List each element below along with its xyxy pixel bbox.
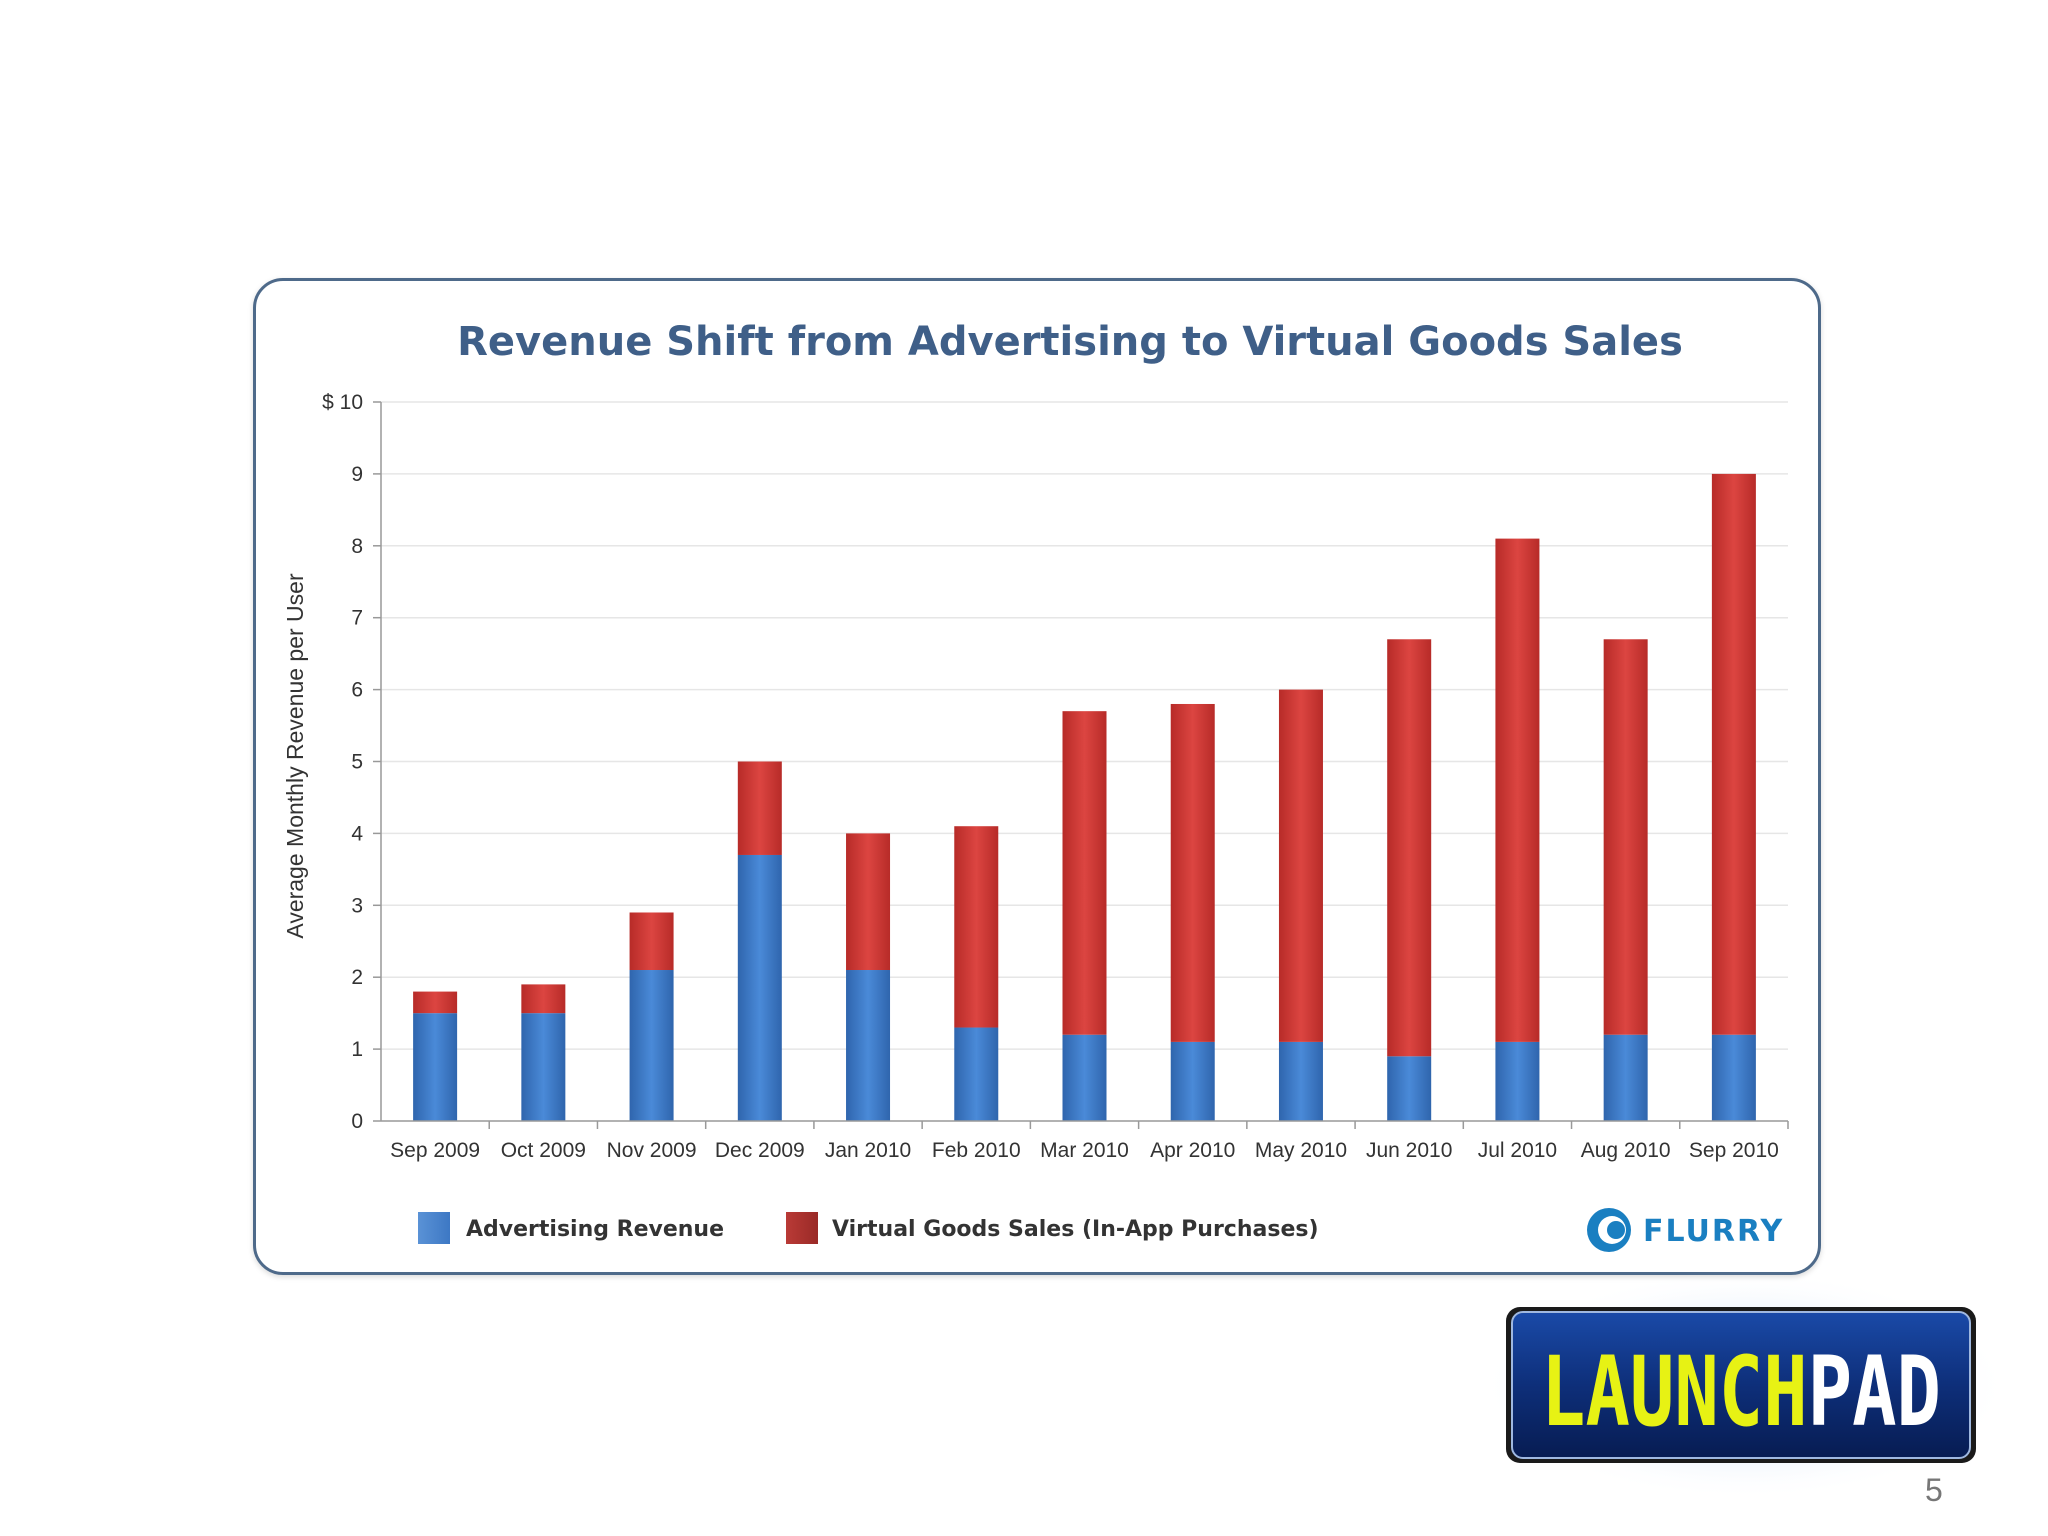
bar-virtual-goods-9 <box>1387 639 1432 1057</box>
launchpad-logo: LAUNCHPAD <box>1480 1270 2010 1500</box>
bar-virtual-goods-4 <box>846 833 891 971</box>
x-tick-label: Aug 2010 <box>1581 1139 1671 1162</box>
bar-virtual-goods-5 <box>954 826 999 1028</box>
chart-frame <box>253 278 1821 1275</box>
x-tick-label: Sep 2010 <box>1689 1139 1779 1162</box>
bar-advertising-8 <box>1278 1041 1323 1121</box>
bar-advertising-1 <box>521 1013 566 1121</box>
y-tick-label: 8 <box>351 535 363 558</box>
y-tick-label: 1 <box>351 1038 363 1061</box>
bar-advertising-7 <box>1170 1041 1215 1121</box>
bar-virtual-goods-7 <box>1170 703 1215 1042</box>
bar-advertising-11 <box>1603 1034 1648 1121</box>
bar-virtual-goods-8 <box>1278 689 1323 1042</box>
bar-advertising-12 <box>1711 1034 1756 1121</box>
flurry-logo-text: FLURRY <box>1643 1214 1784 1249</box>
y-axis-label: Average Monthly Revenue per User <box>282 573 308 939</box>
x-tick-label: Mar 2010 <box>1040 1139 1129 1162</box>
legend-label-advertising: Advertising Revenue <box>466 1217 724 1242</box>
bar-virtual-goods-0 <box>413 991 458 1014</box>
bar-advertising-2 <box>629 970 674 1121</box>
y-tick-label: 3 <box>351 894 363 917</box>
flurry-logo: FLURRY <box>1587 1208 1784 1252</box>
bar-virtual-goods-2 <box>629 912 674 971</box>
y-axis-ticks: 0 1 2 3 4 5 6 7 8 9 $ 10 <box>322 391 381 1133</box>
legend-swatch-advertising <box>418 1212 450 1244</box>
x-tick-label: Apr 2010 <box>1150 1139 1235 1162</box>
bar-advertising-9 <box>1387 1056 1432 1121</box>
x-tick-label: Jan 2010 <box>825 1139 911 1162</box>
bar-virtual-goods-11 <box>1603 639 1648 1035</box>
x-tick-label: May 2010 <box>1255 1139 1347 1162</box>
bar-virtual-goods-6 <box>1062 711 1107 1035</box>
y-tick-label: 2 <box>351 966 363 989</box>
bar-advertising-0 <box>413 1013 458 1121</box>
bars <box>413 473 1756 1121</box>
launchpad-logo-text: LAUNCHPAD <box>1541 1336 1941 1448</box>
bar-virtual-goods-12 <box>1711 473 1756 1035</box>
gridlines <box>381 401 1788 1050</box>
bar-advertising-10 <box>1495 1041 1540 1121</box>
y-tick-label: 5 <box>351 751 363 774</box>
x-axis-ticks: Sep 2009 Oct 2009 Nov 2009 Dec 2009 Jan 2010… <box>390 1121 1789 1162</box>
chart-title: Revenue Shift from Advertising to Virtua… <box>457 319 1683 365</box>
x-tick-label: Sep 2009 <box>390 1139 480 1162</box>
bar-advertising-4 <box>846 970 891 1121</box>
y-tick-label: 6 <box>351 679 363 702</box>
bar-advertising-6 <box>1062 1034 1107 1121</box>
y-tick-label: 7 <box>351 607 363 630</box>
legend-label-virtual-goods: Virtual Goods Sales (In-App Purchases) <box>832 1217 1319 1242</box>
bar-virtual-goods-3 <box>737 761 782 855</box>
x-tick-label: Feb 2010 <box>932 1139 1021 1162</box>
y-tick-label: 0 <box>351 1110 363 1133</box>
y-tick-label: 9 <box>351 463 363 486</box>
axes <box>380 402 1788 1122</box>
bar-virtual-goods-10 <box>1495 538 1540 1042</box>
page-number: 5 <box>1925 1472 1943 1508</box>
x-tick-label: Oct 2009 <box>501 1139 586 1162</box>
x-tick-label: Nov 2009 <box>607 1139 697 1162</box>
y-tick-label: $ 10 <box>322 391 363 414</box>
bar-advertising-3 <box>737 854 782 1121</box>
x-tick-label: Jul 2010 <box>1478 1139 1557 1162</box>
legend-swatch-virtual-goods <box>786 1212 818 1244</box>
x-tick-label: Dec 2009 <box>715 1139 805 1162</box>
bar-advertising-5 <box>954 1027 999 1121</box>
x-tick-label: Jun 2010 <box>1366 1139 1452 1162</box>
y-tick-label: 4 <box>351 822 363 845</box>
legend: Advertising Revenue Virtual Goods Sales … <box>418 1212 1319 1244</box>
bar-virtual-goods-1 <box>521 984 566 1014</box>
